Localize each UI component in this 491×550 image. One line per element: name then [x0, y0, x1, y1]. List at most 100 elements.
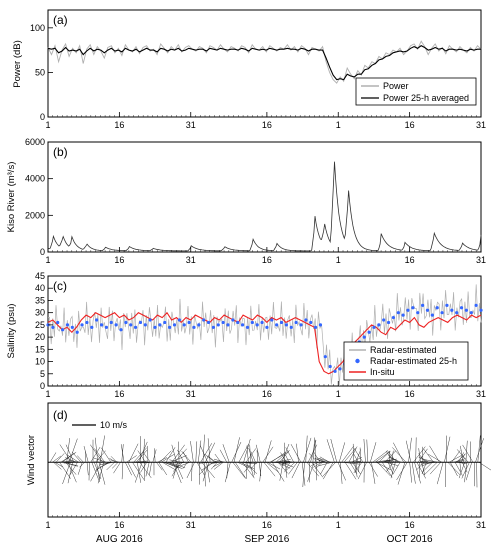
radar-25h-point: [313, 325, 318, 329]
y-tick-label-b-1: 2000: [25, 210, 45, 220]
radar-25h-point: [216, 323, 220, 327]
radar-25h-point: [411, 306, 415, 310]
wind-vector: [90, 462, 102, 482]
wind-vector: [281, 443, 290, 463]
wind-vector: [125, 462, 132, 476]
wind-vector: [65, 462, 77, 475]
panel-a-label: (a): [53, 13, 68, 27]
wind-vector: [90, 444, 103, 463]
wind-vector: [203, 462, 206, 487]
wind-vector: [290, 444, 302, 463]
wind-vector: [416, 462, 426, 479]
legend-radar-avg-label: Radar-estimated 25-h: [370, 356, 457, 366]
radar-25h-point: [386, 320, 391, 325]
y-tick-label-a-0: 0: [40, 112, 45, 122]
wind-vector: [126, 455, 137, 463]
month-label-2: OCT 2016: [387, 534, 433, 545]
wind-vector: [263, 462, 276, 477]
panel-c-label: (c): [53, 279, 67, 293]
wind-vector: [156, 462, 163, 471]
wind-vector: [340, 462, 343, 484]
y-tick-label-c-7: 35: [35, 295, 45, 305]
radar-25h-point: [265, 325, 269, 329]
wind-vector: [457, 462, 468, 465]
x-tick-label-c-1: 16: [114, 389, 124, 399]
wind-vector: [206, 462, 210, 483]
wind-vector: [397, 462, 406, 485]
wind-vector: [423, 459, 439, 463]
wind-vector: [233, 437, 240, 463]
wind-vector: [72, 452, 82, 463]
panel-b-ylabel: Kiso River (m³/s): [6, 162, 17, 233]
radar-25h-point: [119, 328, 123, 332]
radar-25h-point: [299, 323, 303, 327]
wind-vector: [311, 462, 319, 466]
wind-vector: [313, 452, 321, 463]
radar-25h-point: [255, 323, 259, 327]
wind-vector: [186, 462, 195, 479]
wind-vector: [337, 462, 346, 481]
wind-vector: [420, 462, 437, 465]
series-power-avg: [47, 45, 481, 81]
wind-vector: [285, 455, 290, 463]
wind-vector: [341, 445, 354, 463]
radar-25h-point: [309, 320, 313, 325]
legend-power-label: Power: [383, 81, 409, 91]
wind-vector: [447, 462, 461, 476]
wind-vector: [54, 462, 64, 468]
wind-vector: [152, 449, 157, 463]
wind-vector: [140, 436, 142, 463]
radar-25h-point: [153, 325, 157, 329]
wind-vector: [414, 462, 421, 484]
wind-vector: [264, 440, 272, 463]
wind-vector: [456, 449, 469, 463]
wind-vector: [199, 444, 208, 463]
wind-vector: [59, 462, 71, 479]
wind-vector: [357, 462, 367, 480]
wind-vector: [102, 462, 114, 465]
panel-b: (b) Kiso River (m³/s) 0 2000 4000 6000 1 16 3…: [6, 137, 486, 265]
radar-25h-point: [133, 325, 138, 329]
wind-vector: [120, 444, 125, 463]
wind-vector: [460, 445, 464, 463]
wind-vector: [128, 443, 139, 463]
y-tick-label-c-2: 10: [35, 357, 45, 367]
radar-25h-point: [377, 323, 381, 327]
y-tick-label-c-1: 5: [40, 369, 45, 379]
wind-vector: [353, 453, 359, 463]
radar-25h-point: [382, 318, 386, 322]
wind-vector: [171, 444, 177, 463]
wind-vector: [243, 438, 251, 463]
radar-25h-point: [148, 318, 152, 322]
radar-25h-point: [464, 308, 469, 312]
wind-vector: [134, 462, 143, 483]
radar-25h-point: [362, 335, 366, 339]
x-tick-label-d-3: 16: [262, 520, 272, 530]
panel-a-legend-box: [355, 77, 477, 106]
wind-vector: [370, 442, 377, 463]
wind-vector: [355, 462, 358, 473]
radar-25h-point: [187, 320, 191, 325]
radar-25h-point: [333, 369, 337, 373]
panel-d: (d) 10 m/s Wind vector 1 16 31 16 1 16 31 AUG …: [26, 402, 491, 545]
panel-c-ylabel: Salinity (psu): [6, 304, 17, 359]
series-radar-estimated: [47, 284, 482, 387]
radar-25h-point: [425, 308, 430, 312]
x-tick-label-d-4: 1: [336, 520, 341, 530]
radar-25h-point: [221, 320, 225, 325]
wind-vector: [464, 462, 468, 483]
x-tick-label-c-4: 1: [336, 389, 341, 399]
wind-vector: [215, 460, 226, 463]
wind-vector: [224, 462, 231, 483]
wind-vector: [210, 462, 218, 470]
wind-vector: [373, 459, 391, 463]
x-tick-label-d-2: 31: [186, 520, 196, 530]
wind-vector: [411, 462, 416, 484]
panel-a-frame: [47, 9, 482, 118]
wind-vector: [429, 445, 440, 463]
radar-25h-point: [231, 318, 235, 322]
wind-vector: [377, 462, 391, 476]
wind-vector: [94, 437, 99, 463]
wind-vector: [101, 447, 112, 463]
